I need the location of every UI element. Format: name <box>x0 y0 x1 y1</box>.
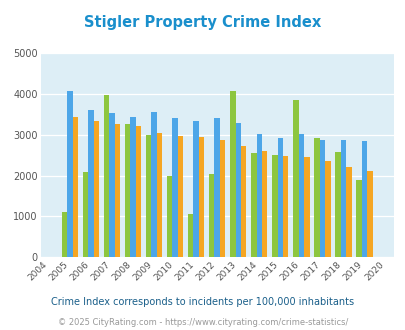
Bar <box>83 172 88 257</box>
Bar <box>67 91 72 257</box>
Bar <box>324 161 330 257</box>
Bar <box>198 137 204 257</box>
Bar <box>104 94 109 257</box>
Bar <box>166 176 172 257</box>
Bar <box>188 214 193 257</box>
Bar <box>193 121 198 257</box>
Bar <box>313 138 319 257</box>
Bar <box>292 100 298 257</box>
Bar <box>298 134 303 257</box>
Bar <box>145 135 151 257</box>
Bar <box>88 110 94 257</box>
Bar <box>277 138 282 257</box>
Bar <box>72 116 78 257</box>
Bar <box>125 124 130 257</box>
Bar <box>261 151 267 257</box>
Bar <box>235 123 241 257</box>
Bar <box>220 140 225 257</box>
Bar <box>345 167 351 257</box>
Bar <box>319 140 324 257</box>
Bar <box>230 91 235 257</box>
Bar <box>177 136 183 257</box>
Bar <box>241 146 246 257</box>
Bar <box>115 124 120 257</box>
Bar <box>136 126 141 257</box>
Bar <box>214 118 220 257</box>
Bar <box>250 153 256 257</box>
Bar <box>151 112 156 257</box>
Bar <box>282 155 288 257</box>
Bar <box>109 113 115 257</box>
Bar <box>361 141 366 257</box>
Bar <box>335 152 340 257</box>
Bar <box>256 134 261 257</box>
Bar <box>62 213 67 257</box>
Bar <box>94 121 99 257</box>
Text: © 2025 CityRating.com - https://www.cityrating.com/crime-statistics/: © 2025 CityRating.com - https://www.city… <box>58 318 347 327</box>
Bar <box>130 117 136 257</box>
Bar <box>271 155 277 257</box>
Bar <box>366 171 372 257</box>
Bar <box>355 180 361 257</box>
Bar <box>340 140 345 257</box>
Bar <box>303 157 309 257</box>
Bar <box>172 118 177 257</box>
Text: Stigler Property Crime Index: Stigler Property Crime Index <box>84 15 321 30</box>
Bar <box>156 133 162 257</box>
Text: Crime Index corresponds to incidents per 100,000 inhabitants: Crime Index corresponds to incidents per… <box>51 297 354 307</box>
Bar <box>209 174 214 257</box>
